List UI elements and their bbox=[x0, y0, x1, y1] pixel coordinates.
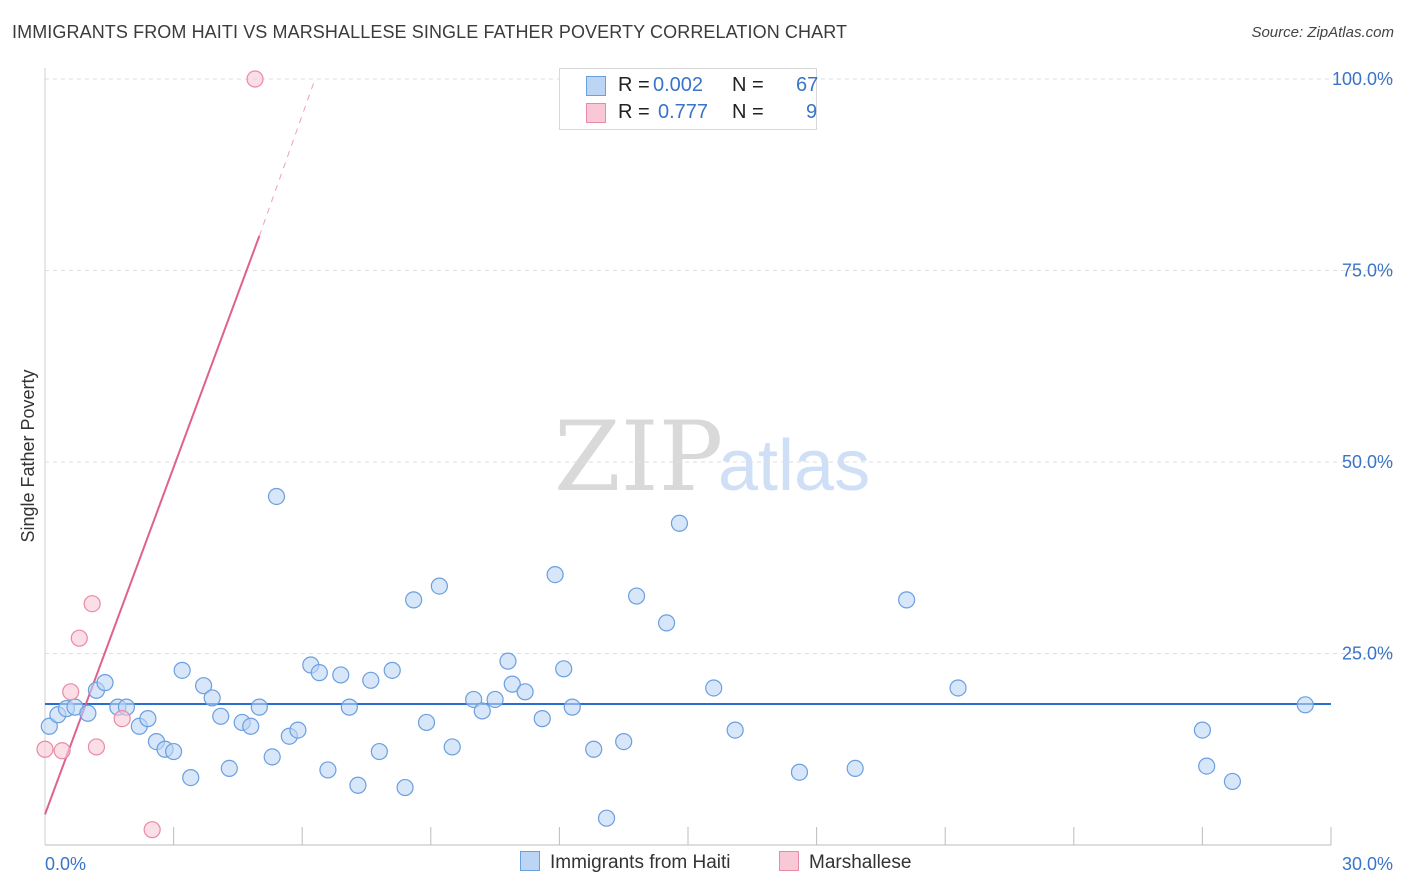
haiti-point bbox=[465, 690, 483, 709]
chart-source: Source: ZipAtlas.com bbox=[1251, 24, 1394, 41]
haiti-point bbox=[555, 660, 573, 678]
haiti-point bbox=[563, 698, 581, 716]
n-label: N = bbox=[732, 101, 764, 123]
y-tick-label: 50.0% bbox=[1342, 452, 1393, 472]
haiti-point bbox=[443, 738, 461, 756]
haiti-point bbox=[533, 710, 551, 728]
marshallese-point bbox=[70, 629, 88, 647]
y-tick-label: 75.0% bbox=[1342, 261, 1393, 281]
haiti-point bbox=[263, 748, 281, 766]
haiti-swatch bbox=[586, 76, 606, 96]
haiti-legend-swatch bbox=[520, 851, 540, 871]
haiti-point bbox=[182, 768, 200, 787]
haiti-point bbox=[657, 614, 676, 632]
haiti-point bbox=[79, 704, 97, 722]
haiti-point bbox=[627, 587, 646, 605]
legend-item-haiti: Immigrants from Haiti bbox=[520, 851, 731, 874]
haiti-point bbox=[383, 661, 401, 679]
n-value: 9 bbox=[806, 101, 818, 123]
haiti-point bbox=[310, 664, 328, 682]
r-value: 0.777 bbox=[658, 101, 709, 123]
haiti-point bbox=[203, 689, 221, 707]
marshallese-point bbox=[83, 595, 101, 613]
marshallese-point bbox=[36, 740, 54, 758]
haiti-point bbox=[585, 740, 603, 758]
marshallese-point bbox=[53, 742, 71, 760]
haiti-point bbox=[417, 713, 436, 732]
marshallese-point bbox=[246, 70, 264, 88]
y-tick-label: 25.0% bbox=[1342, 644, 1393, 664]
haiti-point bbox=[597, 809, 616, 827]
haiti-point bbox=[1193, 721, 1212, 739]
r-label: R = bbox=[618, 74, 650, 96]
n-label: N = bbox=[732, 74, 764, 96]
watermark-atlas: atlas bbox=[718, 426, 870, 506]
n-value: 67 bbox=[796, 74, 819, 96]
x-tick-label: 0.0% bbox=[45, 854, 86, 874]
watermark: ZIP atlas bbox=[554, 401, 870, 513]
marshallese-swatch bbox=[586, 103, 606, 123]
x-tick-label: 30.0% bbox=[1342, 854, 1393, 874]
haiti-point bbox=[516, 683, 534, 701]
legend-item-marshallese: Marshallese bbox=[779, 851, 911, 874]
chart-title: IMMIGRANTS FROM HAITI VS MARSHALLESE SIN… bbox=[12, 22, 848, 42]
haiti-point bbox=[319, 761, 337, 779]
marshallese-trend-line bbox=[44, 235, 261, 815]
marshallese-trend-extension bbox=[258, 78, 316, 237]
haiti-point bbox=[289, 721, 307, 739]
haiti-point bbox=[405, 591, 423, 609]
haiti-point bbox=[139, 710, 157, 728]
haiti-point bbox=[267, 487, 286, 506]
haiti-point bbox=[1198, 757, 1216, 775]
haiti-point bbox=[503, 675, 521, 693]
haiti-point bbox=[40, 717, 58, 735]
haiti-point bbox=[396, 778, 414, 797]
haiti-point bbox=[332, 666, 350, 684]
haiti-point bbox=[615, 732, 633, 751]
haiti-point bbox=[949, 679, 967, 697]
haiti-point bbox=[790, 763, 809, 781]
haiti-point bbox=[546, 566, 564, 584]
haiti-point bbox=[846, 759, 864, 778]
haiti-point bbox=[486, 690, 504, 709]
haiti-point bbox=[349, 776, 367, 794]
haiti-point bbox=[173, 661, 191, 679]
haiti-point bbox=[362, 671, 380, 689]
marshallese-legend-label: Marshallese bbox=[809, 852, 912, 873]
y-axis-label: Single Father Poverty bbox=[18, 369, 38, 542]
watermark-zip: ZIP bbox=[554, 401, 723, 513]
haiti-point bbox=[250, 698, 268, 716]
marshallese-point bbox=[143, 821, 161, 839]
haiti-point bbox=[670, 514, 689, 532]
haiti-point bbox=[1296, 696, 1314, 714]
haiti-point bbox=[242, 717, 260, 735]
marshallese-legend-swatch bbox=[779, 851, 799, 871]
y-tick-label: 100.0% bbox=[1332, 69, 1393, 89]
haiti-point bbox=[195, 677, 213, 695]
r-label: R = bbox=[618, 101, 650, 123]
haiti-point bbox=[340, 698, 358, 716]
haiti-point bbox=[165, 742, 183, 761]
haiti-point bbox=[96, 674, 114, 692]
marshallese-point bbox=[62, 683, 80, 701]
haiti-point bbox=[370, 742, 388, 761]
haiti-point bbox=[473, 702, 491, 720]
haiti-point bbox=[705, 679, 723, 697]
haiti-point bbox=[499, 652, 517, 670]
haiti-legend-label: Immigrants from Haiti bbox=[550, 852, 731, 873]
marshallese-point bbox=[87, 738, 106, 756]
haiti-point bbox=[212, 707, 230, 725]
haiti-point bbox=[726, 721, 744, 739]
r-value: 0.002 bbox=[653, 74, 704, 96]
marshallese-point bbox=[113, 710, 131, 728]
haiti-point bbox=[430, 577, 448, 595]
haiti-point bbox=[1223, 772, 1242, 791]
stats-legend: R = 0.002 N = 67 R = 0.777 N = 9 bbox=[559, 68, 819, 130]
haiti-point bbox=[898, 591, 916, 609]
haiti-point bbox=[220, 759, 238, 778]
